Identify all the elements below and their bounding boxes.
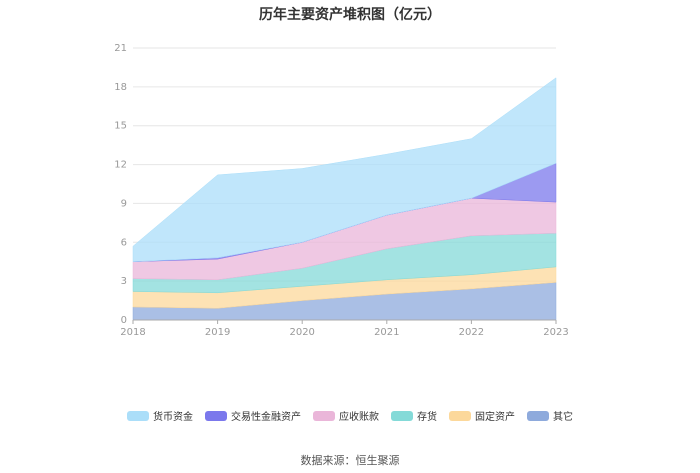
y-tick-label: 12 <box>114 160 127 171</box>
legend-label: 货币资金 <box>153 412 193 423</box>
stacked-area-chart: 0 3 6 9 12 15 18 21 2018 2019 2020 2021 2022 2023 <box>114 43 568 338</box>
x-tick-label: 2020 <box>289 327 314 338</box>
y-tick-label: 21 <box>114 43 127 54</box>
y-tick-label: 0 <box>121 315 127 326</box>
legend: 货币资金 交易性金融资产 应收账款 存货 固定资产 其它 <box>0 408 700 423</box>
axis-layer: 0 3 6 9 12 15 18 21 2018 2019 2020 2021 2022 2023 <box>114 43 568 338</box>
legend-item[interactable]: 存货 <box>391 408 437 423</box>
legend-item[interactable]: 交易性金融资产 <box>205 408 301 423</box>
y-tick-label: 6 <box>121 237 127 248</box>
legend-label: 其它 <box>553 412 573 423</box>
legend-swatch <box>391 410 413 421</box>
data-source-note: 数据来源：恒生聚源 <box>300 454 400 467</box>
y-tick-label: 18 <box>114 82 127 93</box>
legend-label: 固定资产 <box>475 412 515 423</box>
legend-swatch <box>127 410 149 421</box>
x-tick-label: 2023 <box>543 327 568 338</box>
y-tick-label: 9 <box>121 198 127 209</box>
legend-swatch <box>527 410 549 421</box>
x-tick-label: 2018 <box>120 327 145 338</box>
legend-label: 交易性金融资产 <box>231 412 301 423</box>
x-tick-label: 2022 <box>459 327 484 338</box>
y-tick-label: 3 <box>121 276 127 287</box>
area-layer <box>132 77 557 321</box>
y-tick-label: 15 <box>114 121 127 132</box>
chart-title: 历年主要资产堆积图（亿元） <box>259 7 441 23</box>
x-tick-label: 2021 <box>374 327 399 338</box>
legend-label: 存货 <box>417 412 437 423</box>
legend-swatch <box>313 410 335 421</box>
legend-swatch <box>449 410 471 421</box>
legend-item[interactable]: 其它 <box>527 408 573 423</box>
legend-label: 应收账款 <box>339 412 379 423</box>
legend-swatch <box>205 410 227 421</box>
legend-item[interactable]: 应收账款 <box>313 408 379 423</box>
x-tick-label: 2019 <box>205 327 230 338</box>
legend-item[interactable]: 货币资金 <box>127 408 193 423</box>
legend-item[interactable]: 固定资产 <box>449 408 515 423</box>
area-series-5 <box>132 77 557 262</box>
